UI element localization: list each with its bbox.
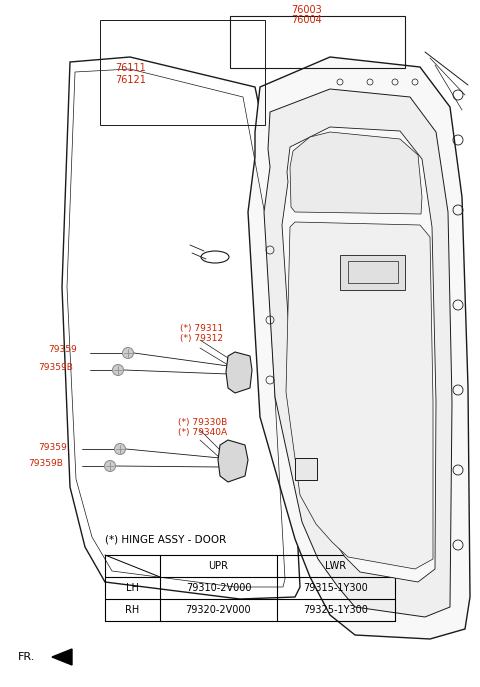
Text: RH: RH: [125, 605, 140, 615]
Text: 79359B: 79359B: [38, 363, 73, 372]
Circle shape: [122, 348, 133, 359]
Circle shape: [112, 365, 123, 376]
Bar: [295, 458, 317, 480]
Text: 79359: 79359: [38, 442, 67, 451]
Text: (*) HINGE ASSY - DOOR: (*) HINGE ASSY - DOOR: [105, 534, 226, 544]
Polygon shape: [264, 89, 452, 617]
Polygon shape: [290, 132, 422, 214]
Text: (*) 79312: (*) 79312: [180, 333, 223, 343]
Text: 76003: 76003: [292, 5, 323, 15]
Bar: [230, 16, 405, 68]
Text: 76111: 76111: [115, 63, 146, 73]
Bar: [340, 255, 405, 290]
Polygon shape: [52, 649, 72, 665]
Text: LH: LH: [126, 583, 139, 593]
Text: 79359: 79359: [48, 346, 77, 354]
Polygon shape: [62, 57, 300, 599]
Text: 76121: 76121: [115, 75, 146, 85]
Polygon shape: [282, 127, 436, 582]
Circle shape: [115, 444, 125, 455]
Text: UPR: UPR: [208, 561, 228, 571]
Circle shape: [105, 460, 116, 471]
Text: 79325-1Y300: 79325-1Y300: [303, 605, 369, 615]
Text: 79315-1Y300: 79315-1Y300: [304, 583, 368, 593]
Bar: [348, 261, 398, 283]
Text: (*) 79311: (*) 79311: [180, 324, 223, 333]
Polygon shape: [286, 222, 433, 569]
Bar: [100, 20, 265, 125]
Text: LWR: LWR: [325, 561, 347, 571]
Text: (*) 79330B: (*) 79330B: [178, 418, 227, 427]
Text: 76004: 76004: [292, 15, 323, 25]
Polygon shape: [226, 352, 252, 393]
Polygon shape: [248, 57, 470, 639]
Text: 79359B: 79359B: [28, 460, 63, 469]
Text: 79310-2V000: 79310-2V000: [186, 583, 251, 593]
Text: (*) 79340A: (*) 79340A: [178, 427, 227, 436]
Text: 79320-2V000: 79320-2V000: [186, 605, 252, 615]
Polygon shape: [218, 440, 248, 482]
Text: FR.: FR.: [18, 652, 36, 662]
